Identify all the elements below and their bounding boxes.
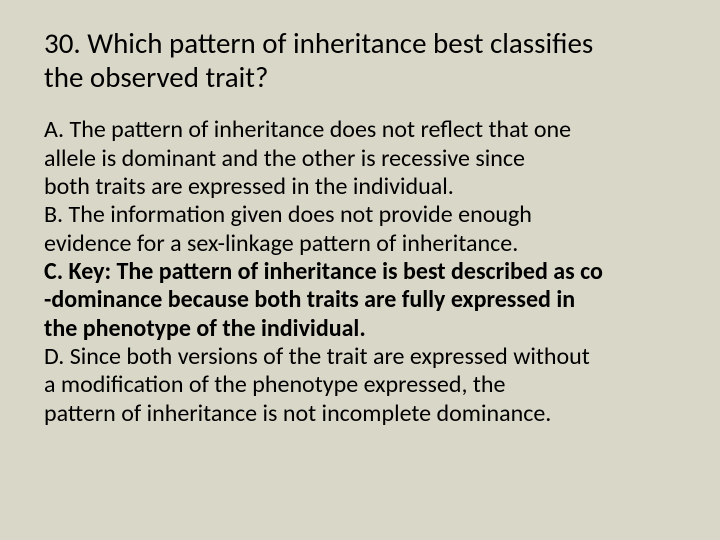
question-line-1: 30. Which pattern of inheritance best cl… bbox=[44, 25, 593, 61]
question-line-2: the observed trait? bbox=[44, 59, 268, 95]
question-text: 30. Which pattern of inheritance best cl… bbox=[44, 26, 676, 94]
answer-a-line1: A. The pattern of inheritance does not r… bbox=[44, 116, 676, 144]
answer-d-line1: D. Since both versions of the trait are … bbox=[44, 343, 676, 371]
answer-b-line2: evidence for a sex-linkage pattern of in… bbox=[44, 230, 676, 258]
answer-d-line2: a modification of the phenotype expresse… bbox=[44, 371, 676, 399]
answer-c-line3: the phenotype of the individual. bbox=[44, 315, 676, 343]
answer-a-line2: allele is dominant and the other is rece… bbox=[44, 145, 676, 173]
answer-a-line3: both traits are expressed in the individ… bbox=[44, 173, 676, 201]
slide: 30. Which pattern of inheritance best cl… bbox=[0, 0, 720, 540]
answer-b-line1: B. The information given does not provid… bbox=[44, 201, 676, 229]
answer-c-line2: -dominance because both traits are fully… bbox=[44, 286, 676, 314]
answer-c-line1: C. Key: The pattern of inheritance is be… bbox=[44, 258, 676, 286]
answer-block: A. The pattern of inheritance does not r… bbox=[44, 116, 676, 427]
answer-d-line3: pattern of inheritance is not incomplete… bbox=[44, 400, 676, 428]
